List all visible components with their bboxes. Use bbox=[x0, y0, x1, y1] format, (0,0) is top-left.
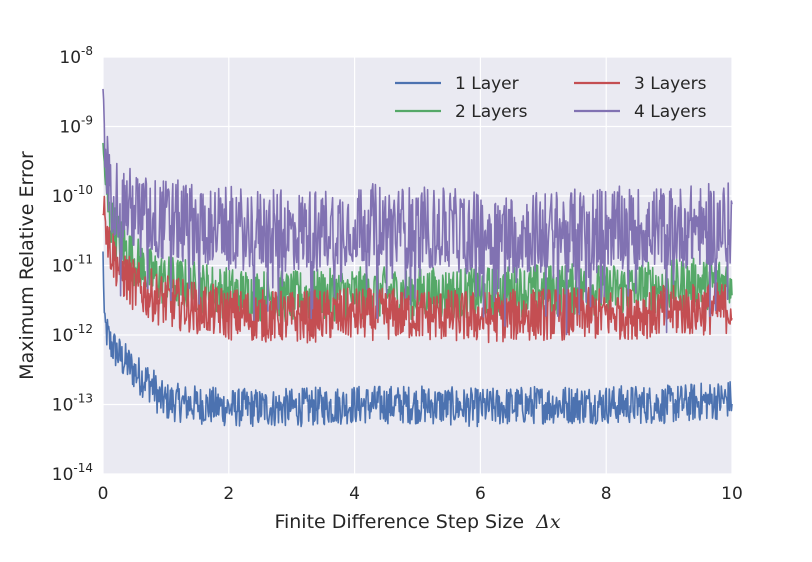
legend: 1 Layer 2 Layers 3 Layers 4 Layers bbox=[395, 74, 707, 122]
y-tick-label: 10-10 bbox=[52, 183, 93, 207]
x-axis-ticks: 0 2 4 6 8 10 bbox=[98, 484, 743, 504]
x-tick-label: 8 bbox=[601, 484, 612, 504]
x-tick-label: 2 bbox=[223, 484, 234, 504]
legend-item: 3 Layers bbox=[574, 74, 707, 94]
legend-label: 3 Layers bbox=[634, 74, 707, 94]
y-axis-label: Maximum Relative Error bbox=[16, 151, 38, 380]
y-tick-label: 10-11 bbox=[52, 253, 93, 277]
legend-item: 1 Layer bbox=[395, 74, 519, 94]
legend-item: 2 Layers bbox=[395, 102, 528, 122]
y-tick-label: 10-9 bbox=[59, 114, 93, 138]
x-axis-label-text: Finite Difference Step Size bbox=[274, 511, 524, 533]
x-tick-label: 0 bbox=[98, 484, 109, 504]
series-line-4 bbox=[102, 88, 733, 336]
y-tick-label: 10-14 bbox=[52, 461, 93, 485]
y-tick-label: 10-13 bbox=[52, 392, 93, 416]
series-layer bbox=[102, 88, 733, 428]
legend-label: 1 Layer bbox=[455, 74, 519, 94]
x-axis-label-math: Δx bbox=[535, 511, 561, 533]
y-tick-label: 10-12 bbox=[52, 322, 93, 346]
legend-item: 4 Layers bbox=[574, 102, 707, 122]
x-axis-label: Finite Difference Step Size Δx bbox=[274, 511, 560, 533]
series-line-1 bbox=[102, 251, 733, 428]
x-tick-label: 6 bbox=[475, 484, 486, 504]
x-tick-label: 10 bbox=[721, 484, 743, 504]
y-axis-ticks: 10-14 10-13 10-12 10-11 10-10 10-9 10-8 bbox=[52, 44, 93, 485]
y-tick-label: 10-8 bbox=[59, 44, 93, 68]
x-tick-label: 4 bbox=[349, 484, 360, 504]
series-line-3 bbox=[102, 195, 733, 344]
legend-label: 2 Layers bbox=[455, 102, 528, 122]
legend-label: 4 Layers bbox=[634, 102, 707, 122]
